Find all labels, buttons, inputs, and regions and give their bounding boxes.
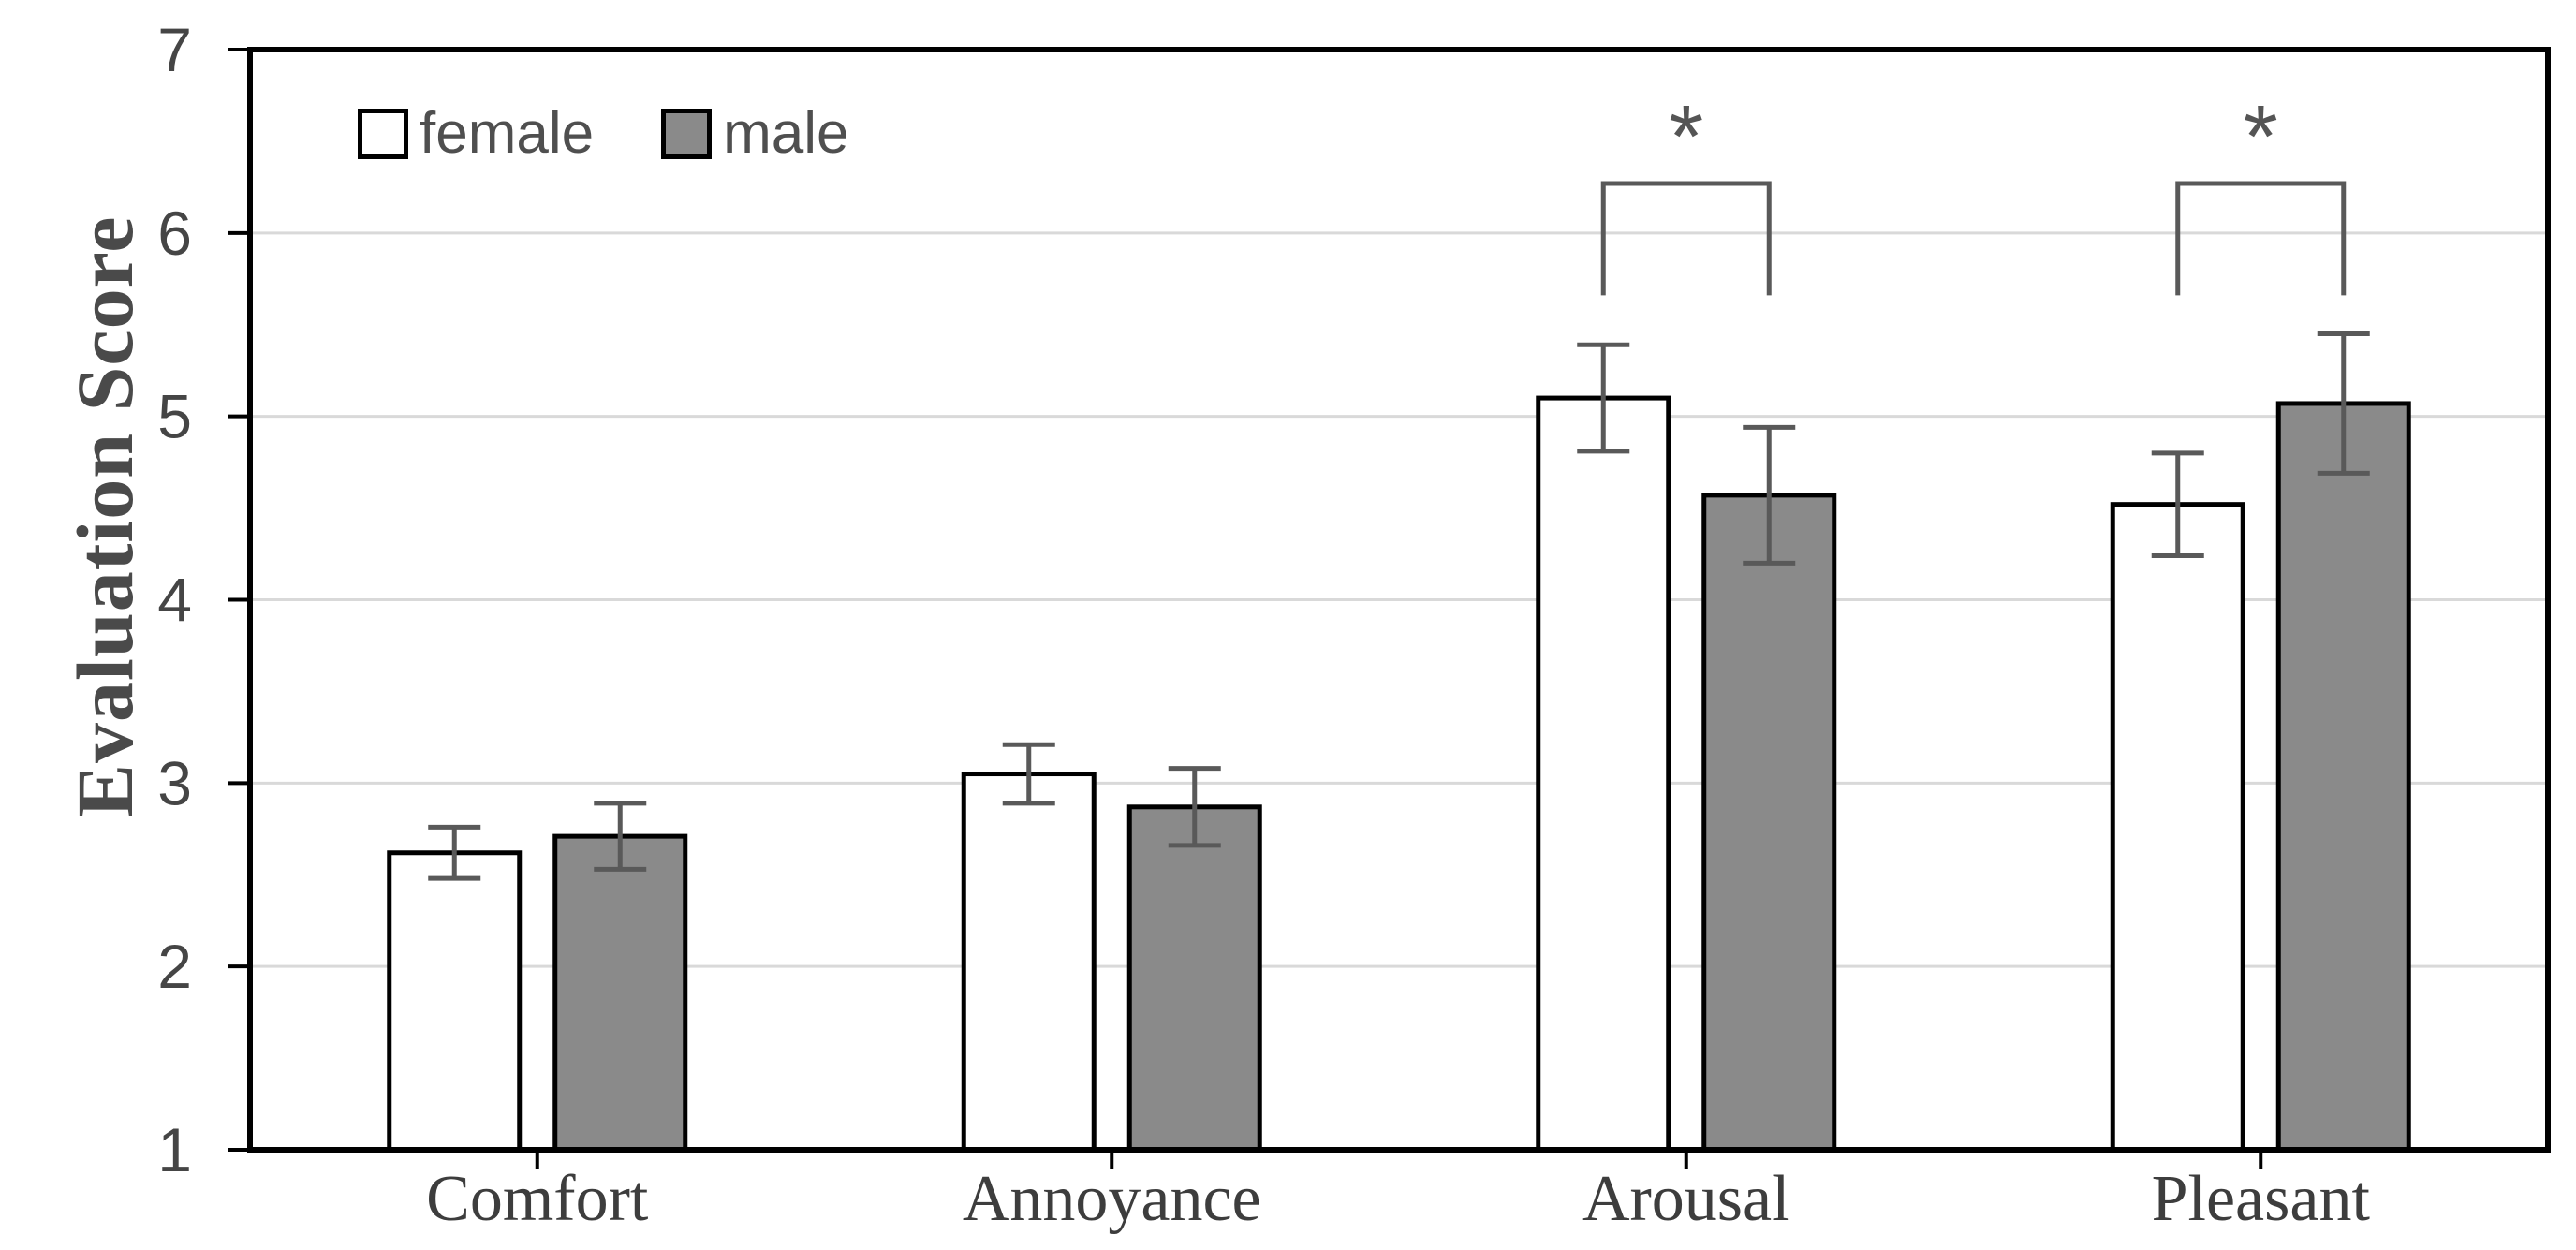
significance-asterisk-pleasant: *: [2244, 87, 2278, 186]
y-tick-label-4: 4: [157, 566, 192, 635]
legend-label-female: female: [420, 101, 595, 166]
bar-comfort-male: [552, 833, 688, 1153]
y-tick-label-7: 7: [157, 15, 192, 84]
bar-annoyance-female: [961, 772, 1097, 1153]
y-tick-label-5: 5: [157, 382, 192, 451]
legend-label-male: male: [723, 101, 849, 166]
significance-asterisk-arousal: *: [1669, 87, 1703, 186]
bar-arousal-female: [1536, 395, 1671, 1153]
category-label-pleasant: Pleasant: [2152, 1163, 2371, 1235]
legend-swatch-male: [661, 109, 713, 159]
significance-bracket-arousal: [1600, 181, 1772, 296]
bar-pleasant-female: [2110, 502, 2245, 1153]
y-tick-label-3: 3: [157, 748, 192, 817]
significance-bracket-pleasant: [2175, 181, 2347, 296]
category-label-arousal: Arousal: [1582, 1163, 1790, 1235]
bar-pleasant-male: [2275, 401, 2411, 1153]
y-tick-label-6: 6: [157, 199, 192, 268]
legend: female male: [358, 105, 848, 163]
category-label-comfort: Comfort: [426, 1163, 649, 1235]
legend-swatch-female: [358, 109, 408, 159]
y-tick-label-2: 2: [157, 932, 192, 1001]
bar-comfort-female: [387, 850, 523, 1153]
legend-item-female: female: [358, 105, 594, 163]
y-tick-label-1: 1: [157, 1115, 192, 1184]
plot-border: [247, 47, 2551, 1153]
bar-annoyance-male: [1126, 804, 1262, 1153]
category-label-annoyance: Annoyance: [963, 1163, 1261, 1235]
bar-arousal-male: [1701, 493, 1837, 1153]
legend-item-male: male: [661, 105, 848, 163]
